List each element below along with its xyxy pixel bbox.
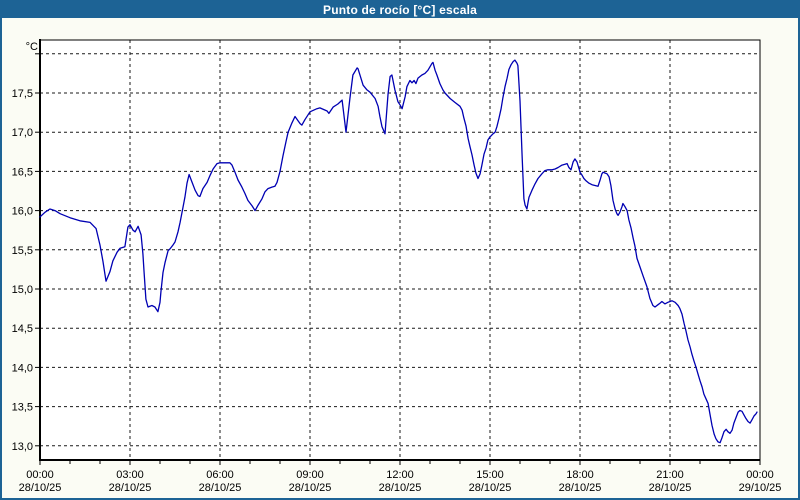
x-tick-date: 28/10/25 [199, 482, 242, 494]
y-tick-label: 14,5 [12, 323, 33, 335]
y-tick-label: 15,0 [12, 284, 33, 296]
titlebar: Punto de rocío [°C] escala [2, 2, 798, 18]
x-tick-time: 12:00 [386, 469, 414, 481]
y-axis-unit-label: °C [26, 41, 38, 53]
x-tick-date: 28/10/25 [19, 482, 62, 494]
y-tick-label: 13,5 [12, 402, 33, 414]
x-tick-time: 21:00 [656, 469, 684, 481]
x-tick-date: 28/10/25 [289, 482, 332, 494]
y-tick-label: 16,5 [12, 166, 33, 178]
x-tick-time: 00:00 [746, 469, 774, 481]
window-title: Punto de rocío [°C] escala [322, 3, 478, 17]
x-tick-time: 09:00 [296, 469, 324, 481]
x-tick-date: 29/10/25 [739, 482, 782, 494]
x-tick-time: 15:00 [476, 469, 504, 481]
dewpoint-series-line [39, 59, 758, 444]
y-tick-label: 17,5 [12, 88, 33, 100]
dewpoint-chart: 17,5 17,0 16,5 16,0 15,5 15,0 14,5 14,0 13,5 13,0… [12, 39, 782, 494]
x-tick-date: 28/10/25 [649, 482, 692, 494]
y-tick-label: 14,0 [12, 362, 33, 374]
x-tick-time: 00:00 [26, 469, 54, 481]
y-tick-label: 17,0 [12, 127, 33, 139]
x-tick-date: 28/10/25 [559, 482, 602, 494]
x-tick-time: 18:00 [566, 469, 594, 481]
x-tick-date: 28/10/25 [379, 482, 422, 494]
x-tick-time: 03:00 [116, 469, 144, 481]
x-tick-date: 28/10/25 [109, 482, 152, 494]
x-tick-date: 28/10/25 [469, 482, 512, 494]
x-tick-time: 06:00 [206, 469, 234, 481]
y-tick-label: 16,0 [12, 206, 33, 218]
y-tick-label: 15,5 [12, 245, 33, 257]
y-tick-label: 13,0 [12, 441, 33, 453]
